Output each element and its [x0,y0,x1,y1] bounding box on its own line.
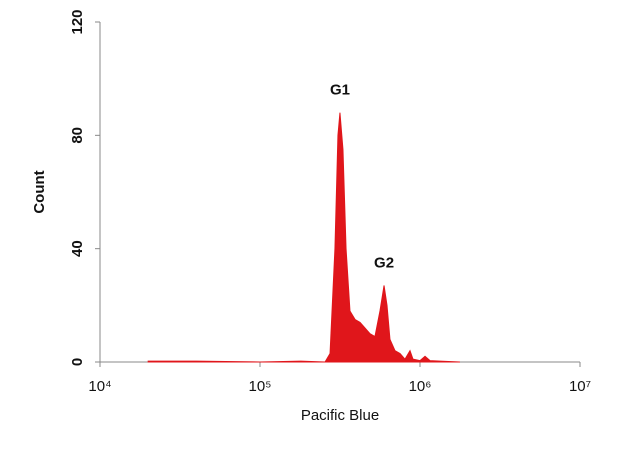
histogram-area [147,112,461,363]
x-tick-label: 10⁶ [409,378,432,395]
y-tick-label: 120 [69,9,86,34]
annotation: G1 [330,82,350,99]
x-tick-label: 10⁴ [88,378,111,395]
y-axis-label: Count [31,170,48,213]
y-tick-label: 80 [69,127,86,144]
y-tick-label: 40 [69,240,86,257]
y-tick-label: 0 [69,358,86,366]
x-tick-label: 10⁷ [569,378,591,395]
x-axis-label: Pacific Blue [301,407,379,424]
annotation: G2 [374,254,394,271]
x-tick-label: 10⁵ [249,378,272,395]
